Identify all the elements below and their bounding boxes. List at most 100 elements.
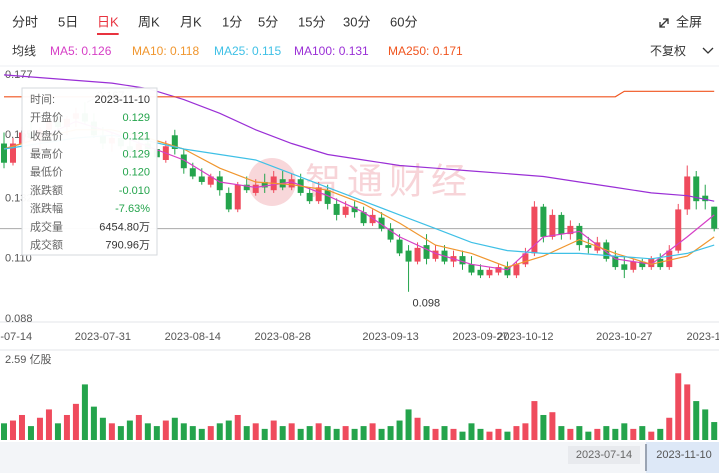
tooltip-value: -0.010 [119, 185, 150, 197]
candle-body [216, 176, 223, 191]
volume-bar [711, 422, 718, 440]
volume-bar [522, 423, 529, 440]
x-tick-label: 2023-11-10 [686, 331, 719, 343]
candle-body [324, 190, 331, 204]
ma-legend: MA250: 0.171 [388, 44, 463, 58]
candle-body [621, 264, 628, 270]
volume-tick-label: 2.59 亿股 [5, 353, 51, 366]
candle-body [207, 176, 214, 185]
candle-body [252, 184, 259, 193]
tooltip-value: -7.63% [115, 203, 150, 215]
candle-body [540, 206, 547, 237]
candle-body [423, 245, 430, 259]
volume-bar [630, 428, 637, 440]
fullscreen-icon[interactable] [659, 18, 669, 28]
tooltip-value: 2023-11-10 [95, 94, 150, 106]
dropdown-arrow[interactable] [702, 47, 714, 54]
tab[interactable]: 1分 [222, 14, 242, 29]
volume-bar [1, 423, 7, 440]
candle-body [558, 214, 565, 235]
volume-bar [405, 409, 412, 440]
candle-body [576, 225, 583, 246]
volume-bar [72, 403, 79, 440]
volume-bar [36, 417, 43, 440]
volume-bar [171, 417, 178, 440]
candle-body [189, 168, 196, 177]
volume-bar [468, 423, 475, 440]
volume-bar [243, 426, 250, 440]
tooltip-label: 时间: [30, 93, 55, 106]
volume-bar [558, 426, 565, 440]
volume-bar [27, 426, 34, 440]
volume-bar [495, 428, 502, 440]
volume-bar [216, 423, 223, 440]
navigator-window[interactable] [646, 442, 719, 473]
tooltip-label: 成交量 [30, 219, 63, 233]
adjust-select[interactable]: 不复权 [650, 44, 686, 58]
candle-body [342, 206, 349, 215]
candle-body [504, 267, 511, 276]
x-tick-label: 2023-08-14 [165, 331, 221, 343]
volume-bar [189, 426, 196, 440]
volume-bar [693, 401, 700, 440]
y-tick-label: 0.088 [5, 313, 33, 325]
tab[interactable]: 5日 [58, 14, 78, 29]
volume-bar [144, 423, 151, 440]
volume-bar [207, 426, 214, 440]
candle-body [495, 267, 502, 273]
volume-bar [90, 406, 97, 440]
candle-body [648, 258, 655, 268]
tab[interactable]: 分时 [12, 14, 38, 29]
candle-body [477, 269, 484, 276]
x-tick-label: 2023-09-13 [362, 331, 418, 343]
navigator-end: 2023-11-10 [656, 449, 711, 461]
volume-bar [504, 431, 511, 440]
volume-bar [126, 420, 133, 440]
candle-body [1, 143, 7, 163]
candle-body [639, 261, 646, 268]
volume-bar [567, 428, 574, 440]
volume-bar [279, 426, 286, 440]
tab[interactable]: 5分 [258, 14, 278, 29]
tab[interactable]: 周K [138, 14, 160, 29]
candle-body [675, 209, 682, 251]
volume-bar [261, 428, 268, 440]
candle-body [684, 176, 691, 210]
candle-body [513, 264, 520, 276]
candle-body [405, 250, 412, 262]
candle-body [522, 253, 529, 265]
candle-body [612, 256, 619, 268]
volume-bar [360, 426, 367, 440]
volume-bar [225, 420, 232, 440]
ma-title: 均线 [12, 44, 36, 58]
tab[interactable]: 60分 [390, 14, 417, 29]
fullscreen-button[interactable]: 全屏 [676, 14, 702, 29]
tooltip-value: 0.129 [122, 112, 150, 124]
tab[interactable]: 30分 [343, 14, 370, 29]
volume-bar [477, 428, 484, 440]
volume-bar [450, 428, 457, 440]
volume-bar [198, 428, 205, 440]
volume-bar [297, 428, 304, 440]
volume-bar [594, 428, 601, 440]
tooltip-value: 0.120 [122, 167, 150, 179]
volume-bar [306, 426, 313, 440]
volume-bar [369, 423, 376, 440]
tab[interactable]: 月K [180, 14, 202, 29]
candle-body [666, 250, 673, 268]
navigator-start-box [568, 446, 640, 464]
volume-bar [315, 423, 322, 440]
tooltip-value: 0.121 [122, 130, 150, 142]
tooltip-value: 6454.80万 [99, 221, 150, 233]
volume-bar [414, 417, 421, 440]
tab[interactable]: 日K [97, 14, 119, 29]
tooltip-label: 收盘价 [30, 128, 63, 142]
volume-bar [621, 423, 628, 440]
candle-body [198, 176, 205, 182]
x-tick-label: 2023-08-28 [255, 331, 311, 343]
volume-bar [288, 423, 295, 440]
tab[interactable]: 15分 [298, 14, 325, 29]
volume-bar [513, 426, 520, 440]
volume-bar [234, 414, 241, 440]
